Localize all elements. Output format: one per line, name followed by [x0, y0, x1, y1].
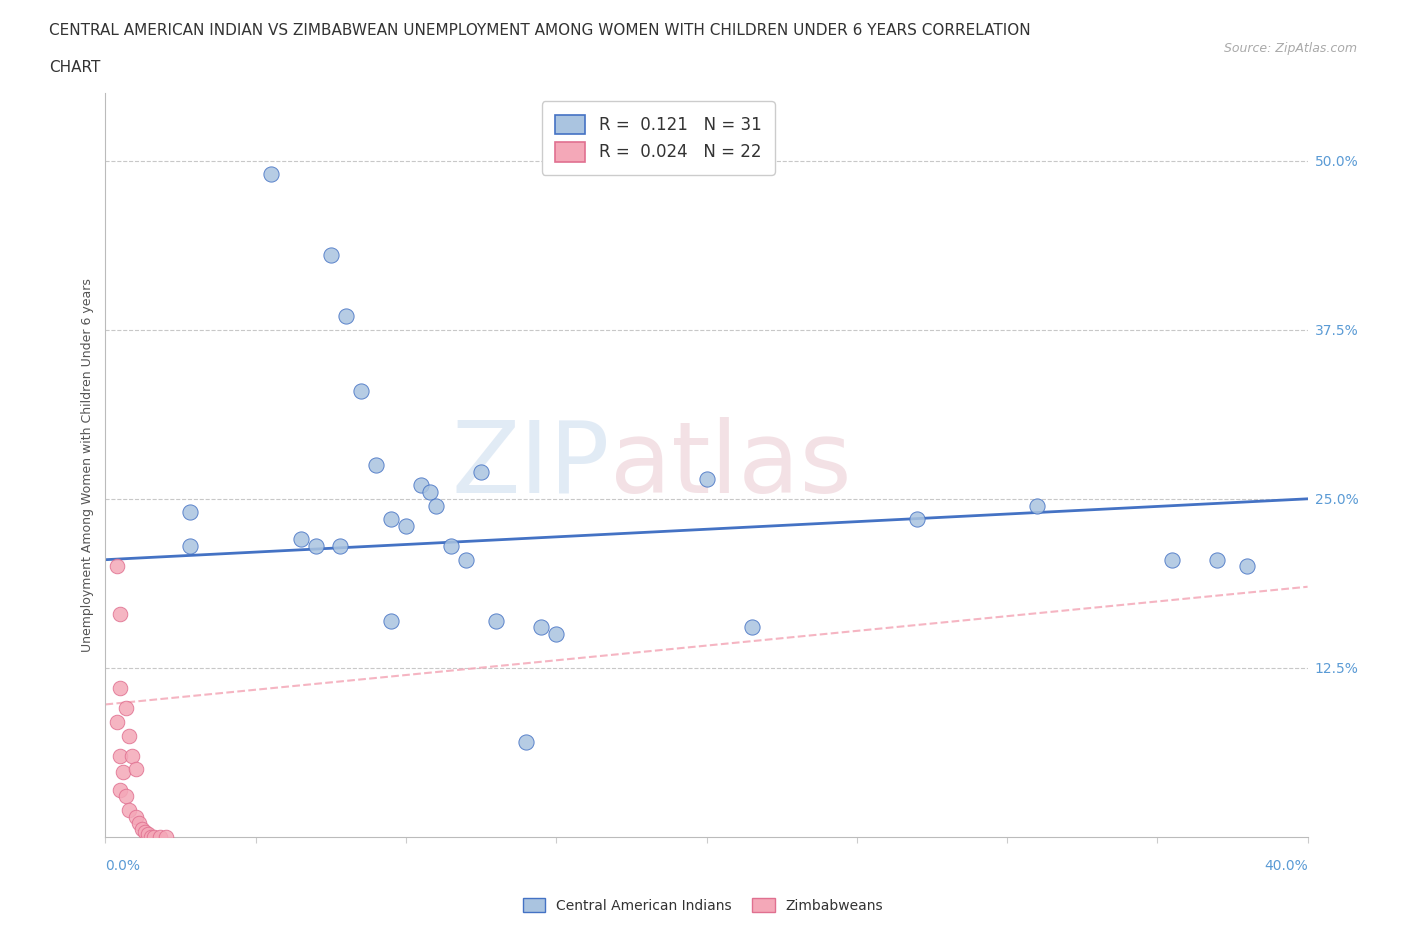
Point — [115, 701, 138, 716]
Point — [134, 824, 156, 839]
Point — [139, 830, 162, 844]
Point — [1026, 498, 1049, 513]
Point — [121, 749, 143, 764]
Point — [131, 821, 153, 836]
Point — [179, 505, 201, 520]
Point — [142, 830, 165, 844]
Point — [110, 606, 132, 621]
Point — [305, 538, 328, 553]
Text: ZIP: ZIP — [451, 417, 610, 513]
Point — [118, 728, 141, 743]
Point — [485, 613, 508, 628]
Point — [179, 538, 201, 553]
Point — [260, 166, 283, 181]
Text: 40.0%: 40.0% — [1264, 859, 1308, 873]
Point — [118, 803, 141, 817]
Text: atlas: atlas — [610, 417, 852, 513]
Point — [124, 809, 146, 824]
Point — [107, 559, 129, 574]
Point — [454, 552, 477, 567]
Point — [741, 620, 763, 635]
Point — [350, 383, 373, 398]
Point — [110, 749, 132, 764]
Point — [110, 681, 132, 696]
Point — [136, 827, 159, 842]
Point — [329, 538, 352, 553]
Point — [112, 764, 135, 779]
Text: CENTRAL AMERICAN INDIAN VS ZIMBABWEAN UNEMPLOYMENT AMONG WOMEN WITH CHILDREN UND: CENTRAL AMERICAN INDIAN VS ZIMBABWEAN UN… — [49, 23, 1031, 38]
Point — [1236, 559, 1258, 574]
Point — [115, 789, 138, 804]
Legend: R =  0.121   N = 31, R =  0.024   N = 22: R = 0.121 N = 31, R = 0.024 N = 22 — [543, 101, 775, 175]
Point — [148, 830, 170, 844]
Point — [530, 620, 553, 635]
Point — [470, 464, 492, 479]
Point — [110, 782, 132, 797]
Point — [515, 735, 537, 750]
Point — [155, 830, 177, 844]
Text: Source: ZipAtlas.com: Source: ZipAtlas.com — [1223, 42, 1357, 55]
Point — [440, 538, 463, 553]
Text: CHART: CHART — [49, 60, 101, 75]
Text: 0.0%: 0.0% — [105, 859, 141, 873]
Point — [319, 248, 342, 263]
Point — [107, 714, 129, 729]
Point — [380, 512, 402, 526]
Point — [290, 532, 312, 547]
Y-axis label: Unemployment Among Women with Children Under 6 years: Unemployment Among Women with Children U… — [82, 278, 94, 652]
Point — [419, 485, 441, 499]
Point — [409, 478, 432, 493]
Point — [124, 762, 146, 777]
Point — [425, 498, 447, 513]
Point — [1161, 552, 1184, 567]
Point — [696, 472, 718, 486]
Point — [364, 458, 387, 472]
Point — [1206, 552, 1229, 567]
Point — [128, 816, 150, 830]
Point — [380, 613, 402, 628]
Point — [335, 309, 357, 324]
Point — [905, 512, 928, 526]
Point — [546, 627, 568, 642]
Point — [395, 518, 418, 533]
Legend: Central American Indians, Zimbabweans: Central American Indians, Zimbabweans — [517, 893, 889, 919]
